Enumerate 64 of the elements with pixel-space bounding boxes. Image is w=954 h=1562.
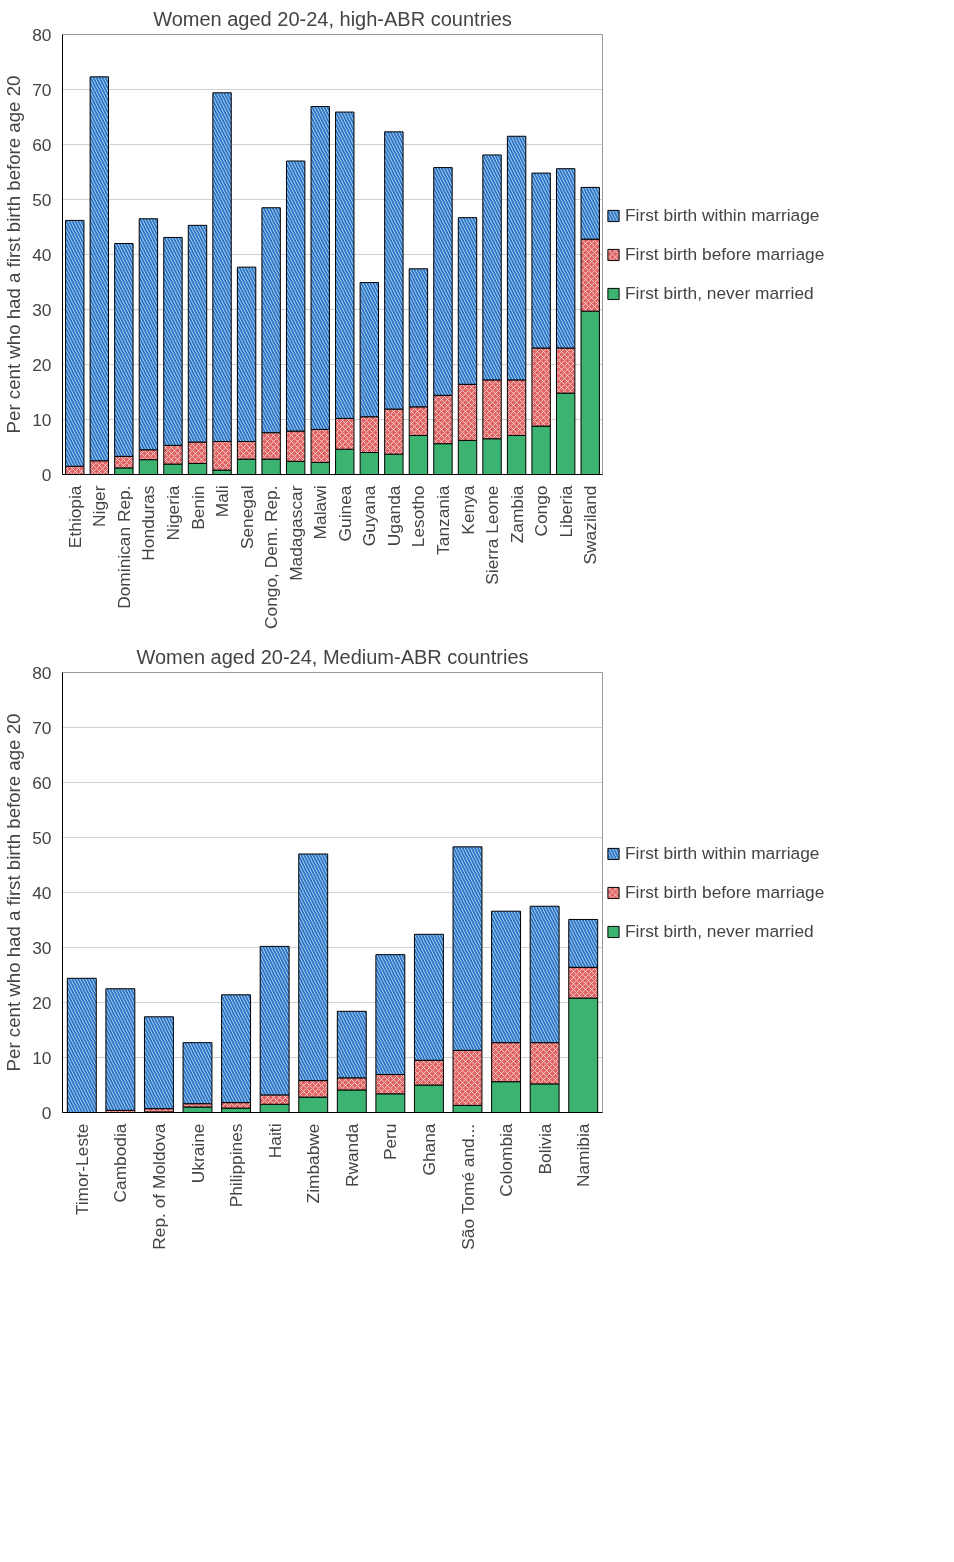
x-tick-label: Rep. of Moldova bbox=[148, 1123, 169, 1250]
x-tick-label: Rwanda bbox=[341, 1123, 362, 1188]
x-tick-label: Uganda bbox=[383, 485, 404, 547]
x-tick-label: Congo, Dem. Rep. bbox=[261, 485, 282, 630]
y-tick-label: 70 bbox=[32, 79, 52, 100]
y-tick-label: 60 bbox=[32, 772, 52, 793]
legend-label: First birth before marriage bbox=[625, 881, 825, 903]
x-tick-label: Lesotho bbox=[408, 485, 429, 548]
x-tick-label: Timor-Leste bbox=[71, 1123, 92, 1216]
y-axis-title: Per cent who had a first birth before age 20 bbox=[3, 713, 25, 1072]
x-tick-label: Zambia bbox=[506, 485, 527, 544]
x-tick-label: Swaziland bbox=[580, 485, 601, 565]
y-tick-label: 50 bbox=[32, 189, 52, 210]
y-tick-label: 80 bbox=[32, 24, 52, 45]
x-tick-label: Haiti bbox=[264, 1123, 285, 1159]
chart-title: Women aged 20-24, high-ABR countries bbox=[153, 7, 512, 30]
x-tick-label: Benin bbox=[187, 485, 208, 530]
x-tick-label: Kenya bbox=[457, 485, 478, 535]
x-tick-label: Peru bbox=[380, 1123, 401, 1161]
y-tick-label: 70 bbox=[32, 717, 52, 738]
x-tick-label: Senegal bbox=[236, 485, 257, 550]
x-tick-label: Guinea bbox=[334, 485, 355, 542]
y-tick-label: 10 bbox=[32, 1047, 52, 1068]
chart-title: Women aged 20-24, Medium-ABR countries bbox=[136, 645, 529, 668]
x-tick-label: Nigeria bbox=[162, 485, 183, 541]
y-tick-label: 30 bbox=[32, 299, 52, 320]
y-tick-label: 10 bbox=[32, 409, 52, 430]
y-tick-label: 40 bbox=[32, 882, 52, 903]
x-tick-label: Liberia bbox=[555, 485, 576, 538]
y-tick-label: 0 bbox=[41, 464, 52, 485]
y-tick-label: 30 bbox=[32, 937, 52, 958]
x-tick-label: Madagascar bbox=[285, 485, 306, 581]
legend-label: First birth, never married bbox=[625, 282, 814, 304]
x-tick-label: São Tomé and... bbox=[457, 1123, 478, 1250]
legend-label: First birth within marriage bbox=[625, 842, 820, 864]
x-tick-label: Congo bbox=[531, 485, 552, 537]
x-tick-label: Mali bbox=[212, 485, 233, 518]
x-tick-label: Malawi bbox=[310, 485, 331, 540]
y-tick-label: 40 bbox=[32, 244, 52, 265]
x-tick-label: Dominican Rep. bbox=[113, 485, 134, 609]
y-tick-label: 60 bbox=[32, 134, 52, 155]
y-tick-label: 20 bbox=[32, 992, 52, 1013]
x-tick-label: Cambodia bbox=[110, 1123, 131, 1203]
y-axis-title: Per cent who had a first birth before age 20 bbox=[3, 75, 25, 434]
legend-label: First birth before marriage bbox=[625, 243, 825, 265]
x-tick-label: Zimbabwe bbox=[303, 1123, 324, 1204]
x-tick-label: Bolivia bbox=[534, 1123, 555, 1175]
y-tick-label: 80 bbox=[32, 662, 52, 683]
y-tick-label: 0 bbox=[41, 1102, 52, 1123]
x-tick-label: Colombia bbox=[496, 1123, 517, 1197]
x-tick-label: Honduras bbox=[138, 485, 159, 561]
x-tick-label: Niger bbox=[89, 485, 110, 527]
y-tick-label: 20 bbox=[32, 354, 52, 375]
x-tick-label: Ethiopia bbox=[64, 485, 85, 549]
legend-label: First birth within marriage bbox=[625, 204, 820, 226]
x-tick-label: Ukraine bbox=[187, 1123, 208, 1184]
x-tick-label: Sierra Leone bbox=[482, 485, 503, 585]
x-tick-label: Ghana bbox=[418, 1123, 439, 1176]
x-tick-label: Guyana bbox=[359, 485, 380, 547]
x-tick-label: Tanzania bbox=[432, 485, 453, 555]
x-tick-label: Philippines bbox=[226, 1123, 247, 1208]
y-tick-label: 50 bbox=[32, 827, 52, 848]
x-tick-label: Namibia bbox=[573, 1123, 594, 1188]
legend-label: First birth, never married bbox=[625, 920, 814, 942]
